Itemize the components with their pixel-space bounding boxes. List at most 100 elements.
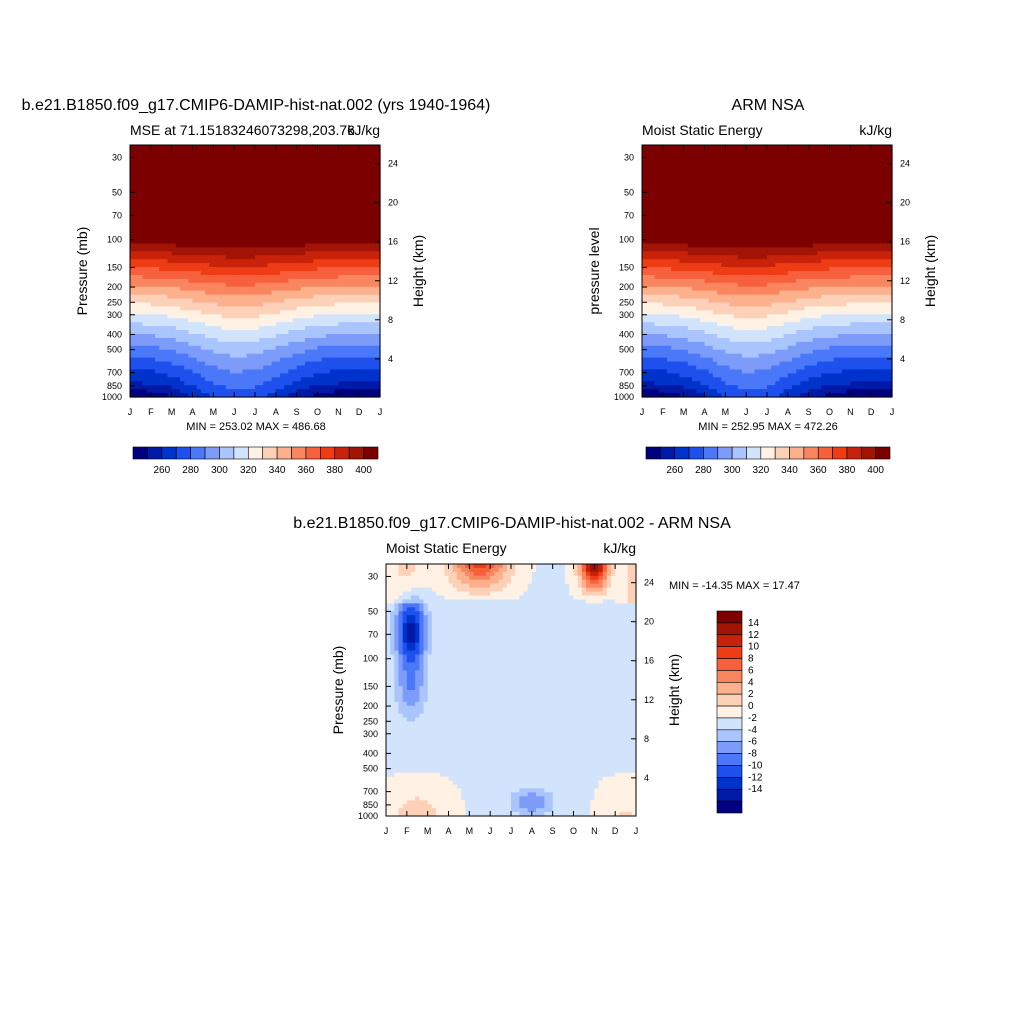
panel-model-cell <box>359 239 364 245</box>
panel-obs-cell <box>812 172 818 178</box>
panel-model-cell <box>167 172 173 178</box>
panel-model-cell <box>321 322 327 327</box>
panel-obs-cell <box>650 184 656 189</box>
panel-model-cell <box>334 200 339 205</box>
panel-model-cell <box>305 365 310 371</box>
panel-model-cell <box>130 389 135 394</box>
panel-model-cell <box>375 282 381 288</box>
panel-model-cell <box>175 196 181 201</box>
panel-model-cell <box>192 227 198 233</box>
panel-model-cell <box>300 156 306 162</box>
panel-model-cell <box>200 243 206 248</box>
panel-model-cell <box>246 156 252 162</box>
panel-obs-cell <box>750 176 756 182</box>
panel-model-cell <box>305 310 310 315</box>
panel-model-cell <box>130 345 135 351</box>
panel-model-cell <box>288 145 294 150</box>
panel-obs-cell <box>733 145 739 150</box>
panel-model-cell <box>180 263 185 268</box>
panel-obs-cell <box>754 148 760 154</box>
panel-model-cell <box>159 286 164 292</box>
panel-model-cell <box>242 172 248 178</box>
panel-obs-cell <box>775 208 781 213</box>
panel-obs-cell <box>850 192 856 197</box>
panel-model-cell <box>188 341 194 347</box>
panel-model-cell <box>346 255 352 260</box>
panel-obs-cell <box>867 196 872 201</box>
panel-model-cell <box>355 274 360 280</box>
panel-model-cell <box>155 306 160 311</box>
panel-obs-cell <box>650 156 656 162</box>
panel-model-cell <box>142 322 148 327</box>
panel-obs-cell <box>646 156 651 162</box>
panel-obs-cell <box>787 156 793 162</box>
panel-model-cell <box>375 393 381 398</box>
panel-model-cell <box>213 278 219 284</box>
panel-obs-cell <box>729 152 735 158</box>
panel-model-cell <box>275 204 281 209</box>
panel-model-cell <box>342 156 348 162</box>
panel-model-cell <box>275 334 281 339</box>
panel-model-cell <box>225 330 231 335</box>
panel-obs-cell <box>775 200 781 205</box>
panel-model-cell <box>334 373 339 378</box>
panel-obs-cell <box>642 172 647 178</box>
panel-model-cell <box>305 247 310 252</box>
panel-model-cell <box>250 215 256 221</box>
panel-model-cell <box>234 282 239 288</box>
panel-obs-cell <box>837 148 843 154</box>
panel-model-cell <box>192 235 198 241</box>
panel-model-cell <box>217 172 223 178</box>
panel-model-cell <box>300 294 306 300</box>
panel-model-cell <box>171 341 177 347</box>
panel-model-cell <box>234 239 239 245</box>
panel-model-cell <box>171 148 177 154</box>
panel-model-cell <box>342 302 348 308</box>
panel-model-cell <box>250 330 256 335</box>
panel-model-cell <box>230 318 235 323</box>
panel-model-cell <box>263 365 269 371</box>
panel-model-cell <box>375 377 381 382</box>
panel-obs-cell <box>721 180 726 185</box>
panel-obs-cell <box>825 180 831 185</box>
panel-model-cell <box>167 148 173 154</box>
panel-model-cell <box>200 208 206 213</box>
panel-model-cell <box>363 172 369 178</box>
panel-model-cell <box>163 330 169 335</box>
panel-model-cell <box>330 251 335 256</box>
panel-model-cell <box>217 168 223 174</box>
panel-model-cell <box>246 145 252 150</box>
panel-model-cell <box>317 208 323 213</box>
panel-model-cell <box>321 345 327 351</box>
panel-model-cell <box>171 381 177 386</box>
panel-model-cell <box>217 282 223 288</box>
panel-model-cell <box>325 373 331 378</box>
panel-model-cell <box>242 389 248 394</box>
panel-model-cell <box>250 196 256 201</box>
panel-obs-cell <box>846 188 851 193</box>
panel-model-cell <box>250 385 256 390</box>
panel-model-cell <box>171 235 177 241</box>
panel-model-cell <box>263 208 269 213</box>
panel-model-cell <box>180 365 185 371</box>
panel-model-cell <box>196 318 202 323</box>
panel-model-cell <box>238 361 244 367</box>
panel-model-cell <box>184 160 189 166</box>
panel-obs-cell <box>883 172 889 178</box>
panel-model-cell <box>217 219 223 225</box>
panel-model-cell <box>167 290 173 296</box>
panel-model-cell <box>350 208 356 213</box>
panel-model-cell <box>150 227 156 233</box>
panel-model-cell <box>359 200 364 205</box>
panel-model-cell <box>150 243 156 248</box>
panel-obs-cell <box>829 196 835 201</box>
panel-obs-cell <box>679 192 685 197</box>
panel-model-cell <box>134 393 139 398</box>
panel-model-cell <box>259 318 264 323</box>
panel-obs-cell <box>717 164 722 170</box>
panel-model-cell <box>142 160 148 166</box>
panel-model-cell <box>242 184 248 189</box>
panel-model-cell <box>350 322 356 327</box>
panel-model-cell <box>221 274 227 280</box>
panel-obs-cell <box>875 204 881 209</box>
